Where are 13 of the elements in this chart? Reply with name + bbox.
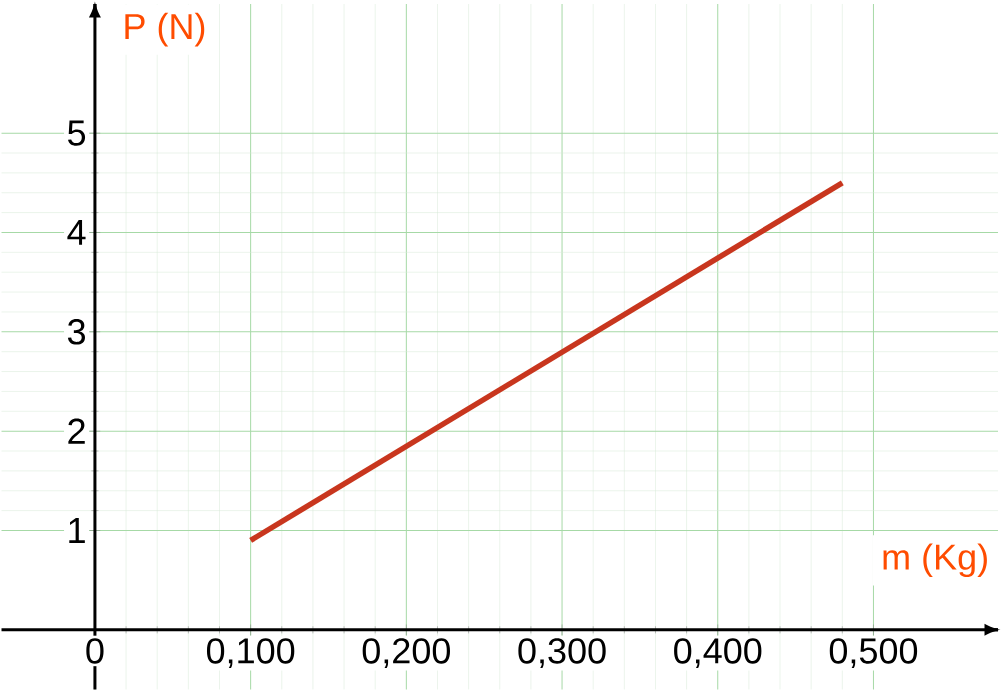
y-tick-label: 2 bbox=[68, 418, 85, 444]
y-tick-label: 1 bbox=[69, 518, 85, 543]
y-tick-label: 5 bbox=[68, 120, 86, 146]
y-axis-title: P (N) bbox=[125, 12, 205, 47]
y-tick-label: 3 bbox=[67, 319, 85, 345]
x-axis-title: m (Kg) bbox=[883, 543, 987, 578]
y-tick-label: 4 bbox=[67, 220, 86, 245]
x-tick-label: 0,200 bbox=[362, 638, 450, 668]
x-tick-label: 0,400 bbox=[674, 638, 762, 668]
x-tick-label: 0,300 bbox=[518, 638, 606, 668]
x-tick-label: 0,100 bbox=[206, 638, 295, 668]
x-tick-label: 0 bbox=[86, 638, 104, 664]
x-tick-label: 0,500 bbox=[829, 638, 918, 668]
